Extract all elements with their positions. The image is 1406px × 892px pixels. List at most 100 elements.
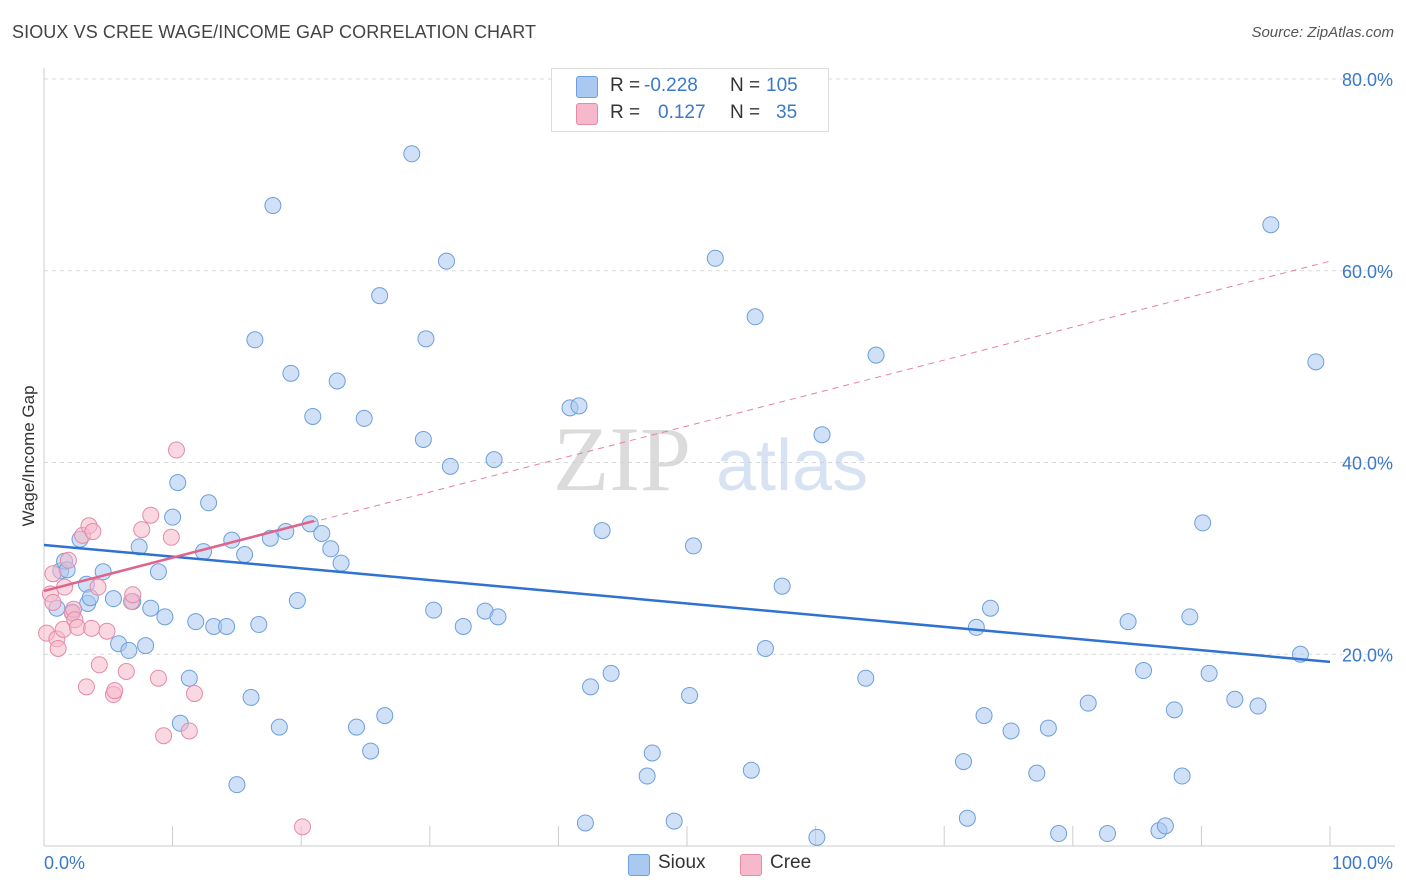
sioux-point bbox=[218, 617, 236, 635]
sioux-point bbox=[602, 664, 620, 682]
sioux-point bbox=[246, 331, 264, 349]
y-tick-label: 20.0% bbox=[1342, 645, 1393, 665]
sioux-point bbox=[756, 639, 774, 657]
cree-points bbox=[38, 441, 311, 836]
cree-point bbox=[44, 565, 62, 583]
sioux-point bbox=[200, 494, 218, 512]
cree-point bbox=[77, 678, 95, 696]
cree-point bbox=[89, 578, 107, 596]
correlation-legend: R = -0.228 N = 105 R = 0.127 N = 35 bbox=[551, 68, 829, 132]
legend-n-value: 35 bbox=[776, 102, 798, 123]
watermark-zip: ZIP bbox=[553, 408, 691, 510]
sioux-point bbox=[1249, 697, 1267, 715]
gridlines bbox=[44, 78, 1395, 655]
legend-n-label: N = bbox=[730, 102, 761, 123]
sioux-point bbox=[958, 809, 976, 827]
sioux-point bbox=[180, 669, 198, 687]
legend-r-label: R = bbox=[610, 102, 641, 123]
legend-n-value: 105 bbox=[766, 75, 798, 96]
sioux-point bbox=[142, 599, 160, 617]
cree-point bbox=[155, 727, 173, 745]
sioux-point bbox=[371, 287, 389, 305]
sioux-point bbox=[403, 145, 421, 163]
y-tick-label: 40.0% bbox=[1342, 454, 1393, 474]
sioux-point bbox=[288, 592, 306, 610]
cree-point bbox=[293, 818, 311, 836]
sioux-point bbox=[813, 426, 831, 444]
cree-point bbox=[44, 593, 62, 611]
sioux-point bbox=[857, 669, 875, 687]
sioux-point bbox=[332, 554, 350, 572]
cree-point bbox=[106, 682, 124, 700]
sioux-point bbox=[593, 522, 611, 540]
sioux-point bbox=[438, 252, 456, 270]
sioux-point bbox=[746, 308, 764, 326]
cree-point bbox=[68, 618, 86, 636]
sioux-point bbox=[282, 364, 300, 382]
sioux-point bbox=[742, 761, 760, 779]
cree-point bbox=[49, 639, 67, 657]
sioux-point bbox=[164, 508, 182, 526]
y-axis-label: Wage/Income Gap bbox=[19, 385, 38, 526]
sioux-point bbox=[1039, 719, 1057, 737]
sioux-point bbox=[130, 538, 148, 556]
sioux-point bbox=[582, 678, 600, 696]
legend-n-label: N = bbox=[730, 75, 761, 96]
sioux-point bbox=[376, 707, 394, 725]
sioux-point bbox=[1262, 216, 1280, 234]
cree-point bbox=[84, 523, 102, 541]
sioux-point bbox=[1307, 353, 1325, 371]
x-tick-label: 0.0% bbox=[44, 853, 85, 873]
cree-legend-label: Cree bbox=[770, 852, 812, 873]
cree-point bbox=[162, 528, 180, 546]
sioux-point bbox=[250, 616, 268, 634]
legend-swatch-cree bbox=[576, 103, 598, 125]
trend-lines bbox=[43, 260, 1331, 664]
sioux-point bbox=[975, 707, 993, 725]
sioux-point bbox=[681, 686, 699, 704]
sioux-point bbox=[328, 372, 346, 390]
sioux-point bbox=[1200, 664, 1218, 682]
sioux-point bbox=[149, 563, 167, 581]
cree-point bbox=[98, 622, 116, 640]
sioux-point bbox=[1165, 701, 1183, 719]
sioux-point bbox=[187, 613, 205, 631]
sioux-point bbox=[1079, 694, 1097, 712]
sioux-point bbox=[1050, 825, 1068, 843]
sioux-point bbox=[638, 767, 656, 785]
sioux-point bbox=[414, 430, 432, 448]
legend-r-value: 0.127 bbox=[658, 102, 706, 123]
sioux-point bbox=[120, 641, 138, 659]
cree-point bbox=[185, 685, 203, 703]
cree-point bbox=[83, 619, 101, 637]
chart-title: SIOUX VS CREE WAGE/INCOME GAP CORRELATIO… bbox=[12, 22, 537, 42]
cree-point bbox=[149, 669, 167, 687]
sioux-point bbox=[981, 599, 999, 617]
x-tick-label: 100.0% bbox=[1332, 853, 1393, 873]
axes bbox=[43, 68, 1395, 847]
sioux-point bbox=[665, 812, 683, 830]
sioux-point bbox=[156, 608, 174, 626]
y-tick-label: 80.0% bbox=[1342, 70, 1393, 90]
sioux-point bbox=[362, 742, 380, 760]
sioux-point bbox=[967, 618, 985, 636]
sioux-point bbox=[1181, 608, 1199, 626]
sioux-point bbox=[684, 537, 702, 555]
cree-point bbox=[142, 506, 160, 524]
legend-swatch-sioux bbox=[576, 76, 598, 98]
cree-point bbox=[167, 441, 185, 459]
sioux-point bbox=[1099, 825, 1117, 843]
sioux-point bbox=[169, 474, 187, 492]
y-tick-label: 60.0% bbox=[1342, 262, 1393, 282]
sioux-point bbox=[1119, 613, 1137, 631]
sioux-point bbox=[304, 407, 322, 425]
cree-point bbox=[59, 551, 77, 569]
sioux-legend-label: Sioux bbox=[658, 852, 706, 873]
sioux-point bbox=[441, 457, 459, 475]
sioux-point bbox=[454, 617, 472, 635]
sioux-trend-line bbox=[43, 543, 1331, 664]
cree-point bbox=[180, 722, 198, 740]
sioux-point bbox=[570, 397, 588, 415]
sioux-point bbox=[808, 828, 826, 846]
cree-point bbox=[90, 656, 108, 674]
